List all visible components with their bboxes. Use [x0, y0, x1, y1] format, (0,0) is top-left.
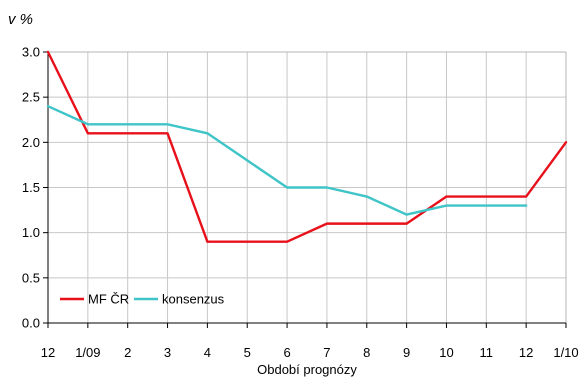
y-tick-label: 2.0	[22, 135, 40, 150]
y-tick-label: 0.0	[22, 316, 40, 331]
legend-label: konsenzus	[162, 292, 225, 307]
x-tick-label: 11	[480, 345, 494, 360]
legend: MF ČR konsenzus	[60, 292, 225, 307]
x-tick-label: 1/09	[75, 345, 100, 360]
x-tick-label: 9	[403, 345, 410, 360]
series-line-konsenzus	[46, 105, 528, 216]
y-tick-label: 1.0	[22, 225, 40, 240]
axes: 0.0 0.5 1.0 1.5 2.0 2.5 3.0 12 1/09 2 3 4 5 6 7 8 9 10 11 1…	[22, 45, 579, 361]
x-tick-label: 3	[164, 345, 171, 360]
x-tick-label: 5	[244, 345, 251, 360]
y-tick-label: 2.5	[22, 90, 40, 105]
x-tick-label: 10	[439, 345, 453, 360]
x-tick-label: 6	[283, 345, 290, 360]
x-tick-label: 8	[363, 345, 370, 360]
series-line-mf-cr	[46, 50, 568, 243]
y-unit-label: v %	[8, 11, 33, 28]
y-tick-label: 3.0	[22, 45, 40, 60]
x-tick-label: 7	[323, 345, 330, 360]
x-tick-label: 1/10	[553, 345, 578, 360]
legend-label: MF ČR	[88, 292, 129, 307]
x-tick-label: 2	[124, 345, 131, 360]
x-tick-label: 12	[41, 345, 55, 360]
y-tick-label: 0.5	[22, 270, 40, 285]
x-axis-title: Období prognózy	[257, 362, 357, 377]
y-tick-label: 1.5	[22, 180, 40, 195]
x-tick-label: 12	[519, 345, 533, 360]
series-lines	[46, 50, 568, 243]
x-tick-label: 4	[204, 345, 211, 360]
